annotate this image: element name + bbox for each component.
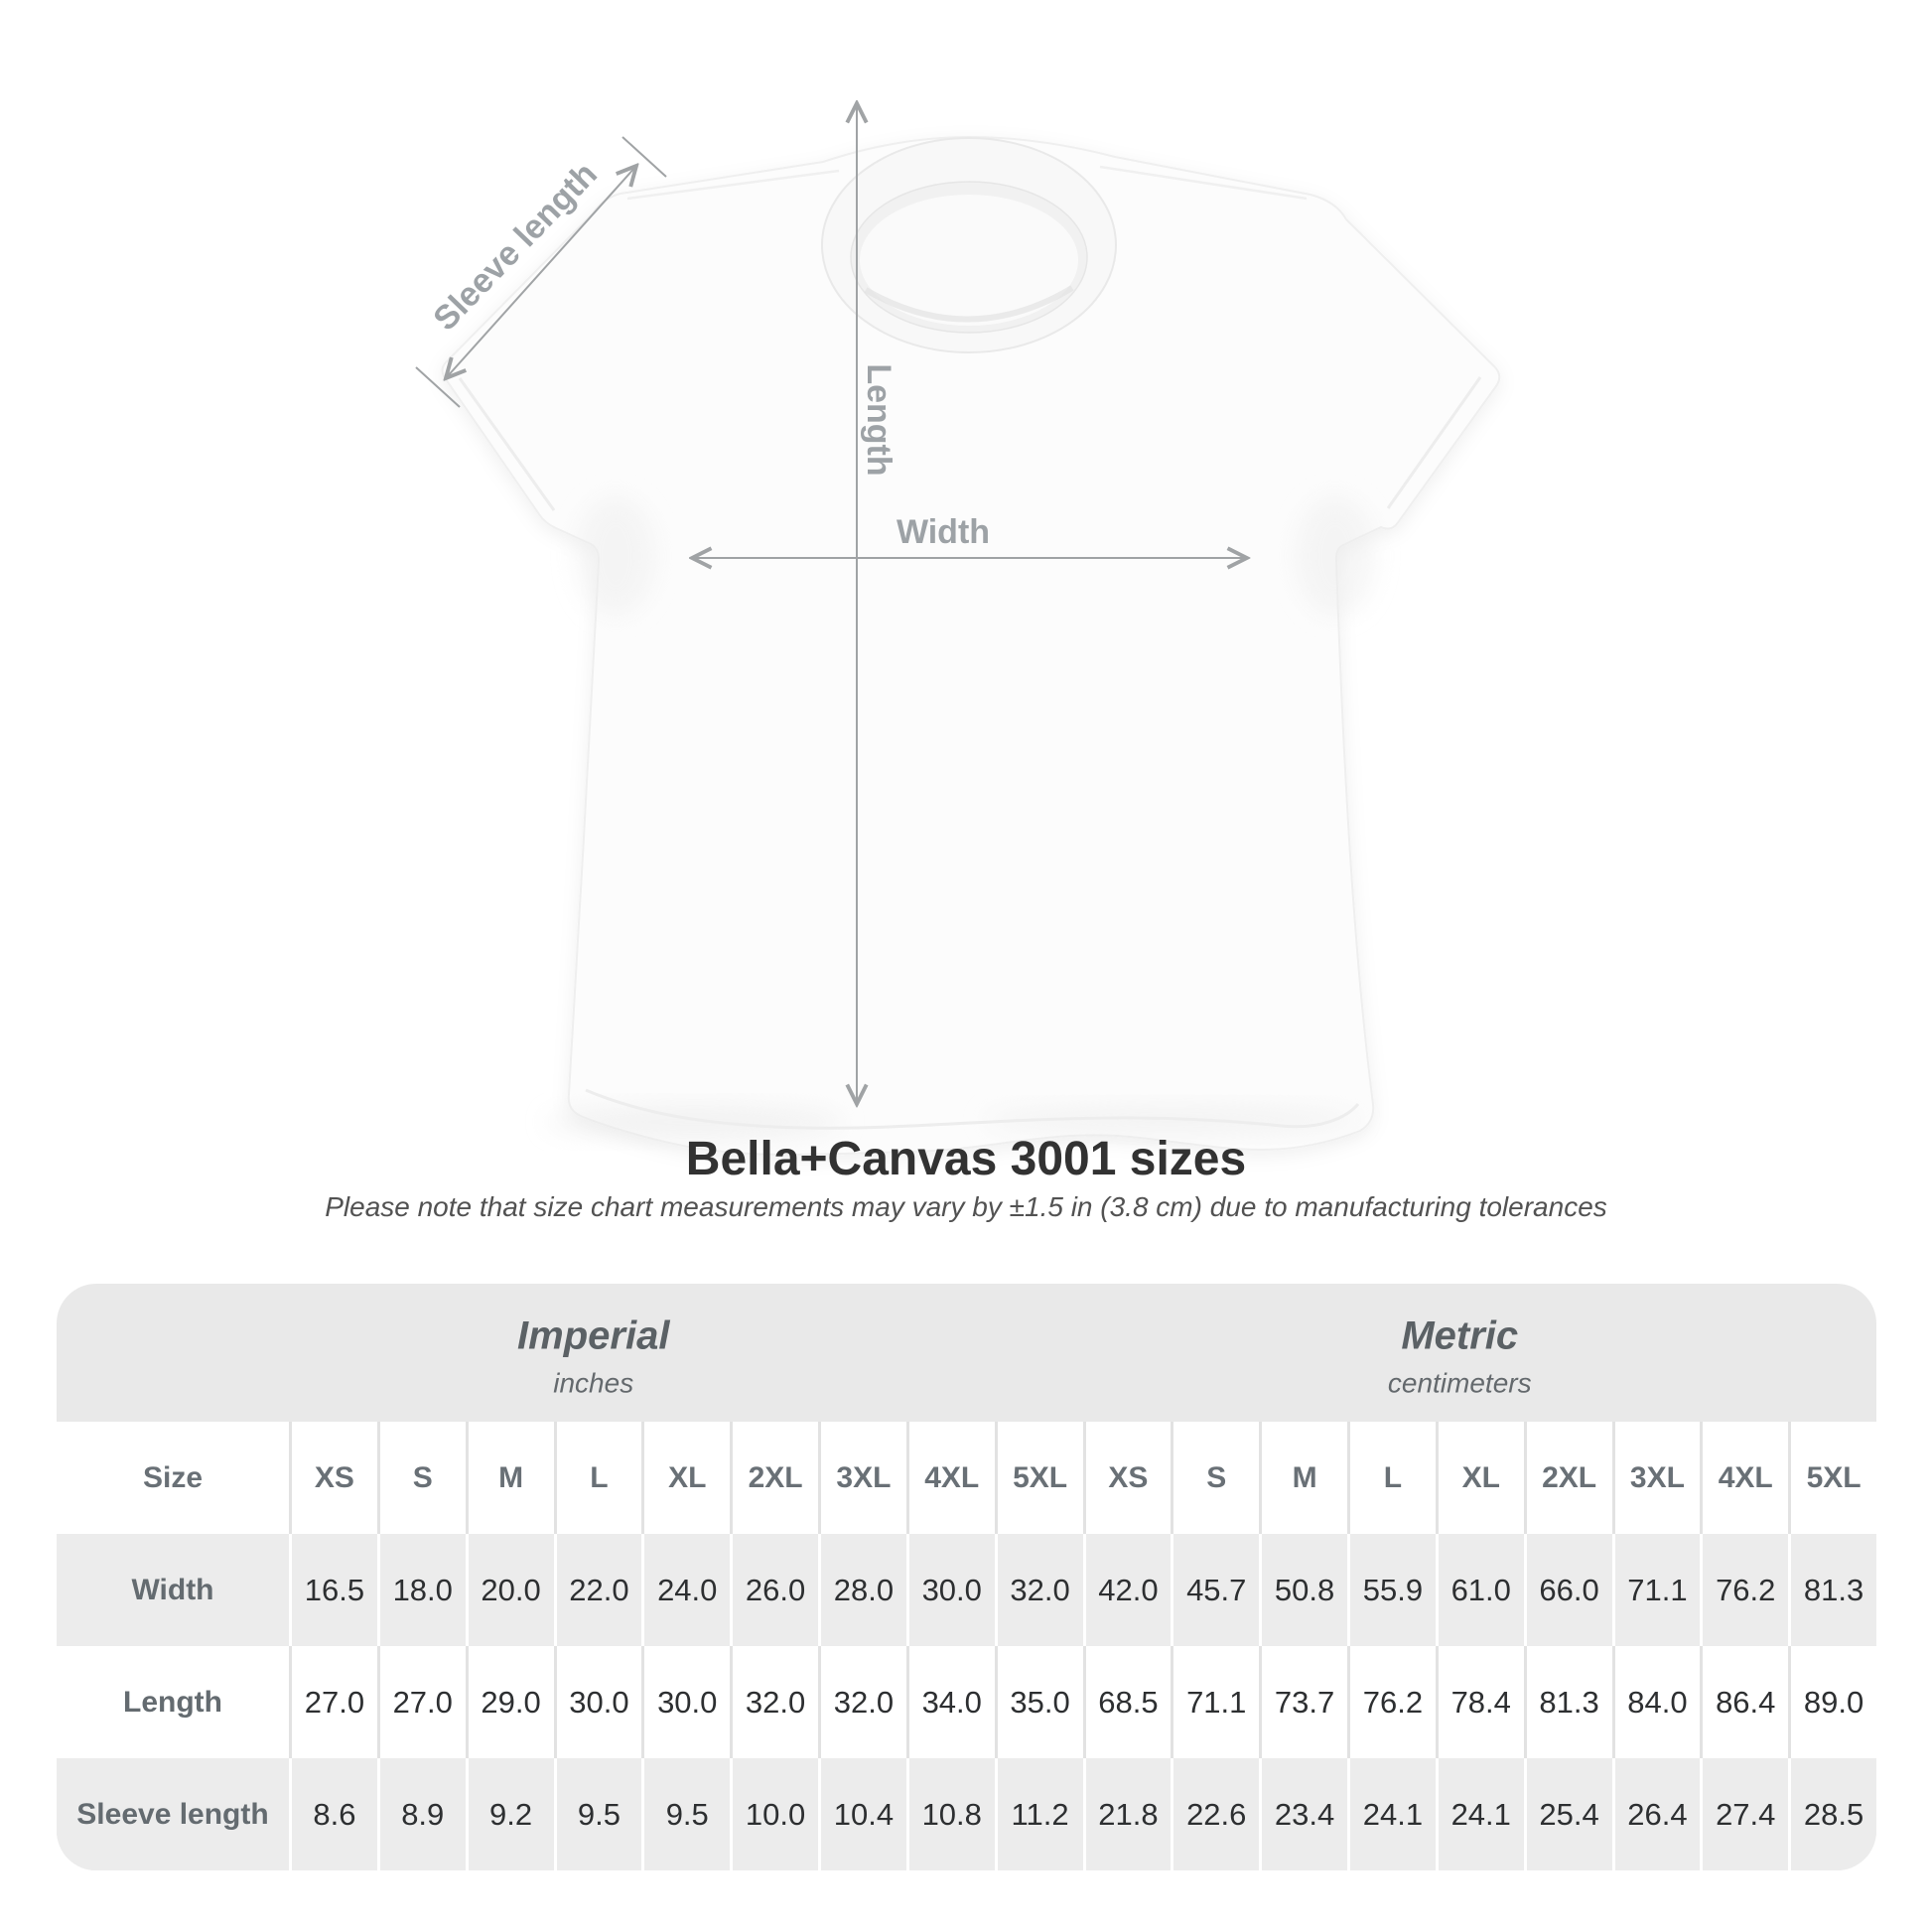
size-value-cell: 24.1	[1435, 1758, 1524, 1870]
size-value-cell: 30.0	[641, 1646, 730, 1758]
size-value-cell: 66.0	[1523, 1534, 1612, 1646]
size-value-cell: 21.8	[1082, 1758, 1172, 1870]
size-column-header: XS	[289, 1422, 377, 1534]
size-value-cell: 16.5	[289, 1534, 377, 1646]
row-label: Width	[131, 1573, 214, 1606]
size-value-cell: 10.4	[818, 1758, 906, 1870]
size-column-header: 5XL	[1788, 1422, 1876, 1534]
size-value-cell: 20.0	[465, 1534, 554, 1646]
size-value-cell: 32.0	[994, 1534, 1083, 1646]
sleeve-arrow-end-tick	[621, 136, 667, 178]
size-value-cell: 86.4	[1700, 1646, 1788, 1758]
size-value-cell: 71.1	[1171, 1646, 1259, 1758]
size-value-cell: 10.8	[905, 1758, 995, 1870]
size-value-cell: 28.0	[818, 1534, 906, 1646]
size-column-header: 5XL	[994, 1422, 1083, 1534]
size-value-cell: 50.8	[1259, 1534, 1347, 1646]
size-column-header: 2XL	[730, 1422, 818, 1534]
tshirt-image	[441, 135, 1501, 1156]
size-column-header: M	[1259, 1422, 1347, 1534]
size-value-cell: 23.4	[1259, 1758, 1347, 1870]
size-column-header: XL	[641, 1422, 730, 1534]
size-table: Imperial inches Metric centimeters Size X…	[57, 1284, 1876, 1870]
size-value-cell: 10.0	[730, 1758, 818, 1870]
unit-header-band: Imperial inches Metric centimeters	[57, 1284, 1876, 1422]
size-value-cell: 76.2	[1700, 1534, 1788, 1646]
size-value-cell: 45.7	[1171, 1534, 1259, 1646]
size-value-cell: 26.0	[730, 1534, 818, 1646]
table-row: Size XS S M L XL 2XL 3XL 4XL 5XL XS S M L XL 2XL 3XL 4XL 5…	[57, 1422, 1876, 1534]
size-value-cell: 24.1	[1347, 1758, 1436, 1870]
size-value-cell: 9.5	[553, 1758, 642, 1870]
metric-unit: centimeters	[1387, 1366, 1532, 1398]
size-column-header: L	[553, 1422, 642, 1534]
size-value-cell: 25.4	[1523, 1758, 1612, 1870]
size-column-header: XL	[1435, 1422, 1524, 1534]
sleeve-arrow-start-tick	[415, 366, 461, 408]
size-value-cell: 18.0	[376, 1534, 466, 1646]
size-value-cell: 11.2	[994, 1758, 1083, 1870]
size-value-cell: 26.4	[1611, 1758, 1701, 1870]
imperial-group-header: Imperial inches	[517, 1313, 669, 1399]
size-value-cell: 28.5	[1788, 1758, 1876, 1870]
size-value-cell: 8.9	[376, 1758, 466, 1870]
size-corner-header: Size	[142, 1460, 204, 1494]
size-column-header: 3XL	[818, 1422, 906, 1534]
tolerance-note: Please note that size chart measurements…	[325, 1191, 1607, 1222]
sleeve-length-arrow	[415, 136, 667, 408]
size-value-cell: 84.0	[1611, 1646, 1701, 1758]
size-value-cell: 29.0	[465, 1646, 554, 1758]
size-value-cell: 9.2	[465, 1758, 554, 1870]
size-value-cell: 76.2	[1347, 1646, 1436, 1758]
row-label: Length	[123, 1685, 222, 1719]
length-label: Length	[860, 363, 897, 476]
size-value-cell: 9.5	[641, 1758, 730, 1870]
size-value-cell: 35.0	[994, 1646, 1083, 1758]
page-title: Bella+Canvas 3001 sizes	[685, 1133, 1247, 1185]
size-value-cell: 22.6	[1171, 1758, 1259, 1870]
imperial-title: Imperial	[517, 1312, 670, 1357]
width-label: Width	[897, 513, 990, 551]
size-table-rows: Size XS S M L XL 2XL 3XL 4XL 5XL XS S M L XL 2XL 3XL 4XL 5…	[57, 1422, 1876, 1870]
metric-title: Metric	[1401, 1312, 1519, 1357]
size-value-cell: 81.3	[1523, 1646, 1612, 1758]
size-value-cell: 73.7	[1259, 1646, 1347, 1758]
size-value-cell: 30.0	[553, 1646, 642, 1758]
size-value-cell: 27.0	[289, 1646, 377, 1758]
size-value-cell: 71.1	[1611, 1534, 1701, 1646]
size-value-cell: 61.0	[1435, 1534, 1524, 1646]
size-value-cell: 34.0	[905, 1646, 995, 1758]
size-column-header: S	[1171, 1422, 1259, 1534]
size-column-header: S	[376, 1422, 466, 1534]
size-value-cell: 68.5	[1082, 1646, 1172, 1758]
size-value-cell: 8.6	[289, 1758, 377, 1870]
size-value-cell: 22.0	[553, 1534, 642, 1646]
size-value-cell: 27.0	[376, 1646, 466, 1758]
size-column-header: 4XL	[1700, 1422, 1788, 1534]
tshirt-diagram: Sleeve length Length Width	[415, 0, 1501, 1156]
table-row: Sleeve length 8.6 8.9 9.2 9.5 9.5 10.0 10.4 10.8…	[57, 1758, 1876, 1870]
size-value-cell: 30.0	[905, 1534, 995, 1646]
metric-group-header: Metric centimeters	[1388, 1313, 1532, 1399]
size-column-header: 3XL	[1611, 1422, 1701, 1534]
table-row: Width 16.5 18.0 20.0 22.0 24.0 26.0 28.0 30.0 32.…	[57, 1534, 1876, 1646]
size-column-header: M	[465, 1422, 554, 1534]
size-column-header: 2XL	[1523, 1422, 1612, 1534]
size-value-cell: 24.0	[641, 1534, 730, 1646]
size-value-cell: 27.4	[1700, 1758, 1788, 1870]
row-label: Sleeve length	[76, 1797, 269, 1831]
table-row: Length 27.0 27.0 29.0 30.0 30.0 32.0 32.0 34.0 35…	[57, 1646, 1876, 1758]
size-column-header: L	[1347, 1422, 1436, 1534]
size-column-header: 4XL	[905, 1422, 995, 1534]
size-value-cell: 89.0	[1788, 1646, 1876, 1758]
size-value-cell: 32.0	[730, 1646, 818, 1758]
size-value-cell: 78.4	[1435, 1646, 1524, 1758]
size-value-cell: 32.0	[818, 1646, 906, 1758]
size-column-header: XS	[1082, 1422, 1172, 1534]
imperial-unit: inches	[553, 1366, 634, 1398]
size-value-cell: 55.9	[1347, 1534, 1436, 1646]
size-value-cell: 81.3	[1788, 1534, 1876, 1646]
size-value-cell: 42.0	[1082, 1534, 1172, 1646]
